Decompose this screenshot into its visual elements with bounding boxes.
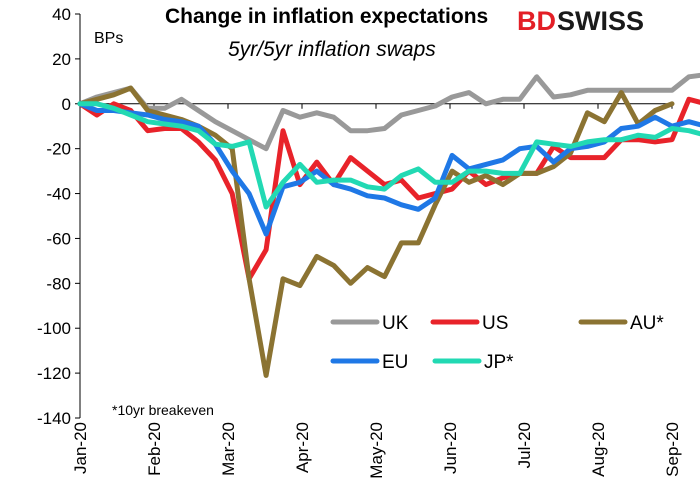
y-tick-label: 0 [62,95,71,114]
unit-label: BPs [94,30,123,47]
legend-label: US [482,313,508,334]
y-tick-label: -100 [37,319,71,338]
x-tick-label: Mar-20 [219,422,238,476]
x-tick-label: Feb-20 [145,422,164,476]
x-tick-label: Aug-20 [589,422,608,477]
x-tick-label: Jan-20 [71,422,90,474]
y-tick-label: -80 [46,274,71,293]
series-line-jp [77,101,700,210]
chart-subtitle: 5yr/5yr inflation swaps [228,38,436,61]
brand-logo: BD SWISS [517,6,644,36]
chart-title: Change in inflation expectations [165,5,488,28]
y-tick-label: 20 [52,50,71,69]
legend: UK US AU* EU JP* [330,313,664,373]
x-tick-label: Sep-20 [663,422,682,477]
series-layer [77,72,700,378]
legend-label: EU [382,352,408,373]
x-tick-label: May-20 [367,422,386,479]
legend-label: UK [382,313,409,334]
y-tick-label: -40 [46,185,71,204]
y-tick-label: -140 [37,409,71,428]
x-tick-label: Jul-20 [515,422,534,468]
legend-label: AU* [630,313,664,334]
legend-label: JP* [484,352,514,373]
series-line-uk [77,72,700,152]
y-tick-label: -20 [46,140,71,159]
y-tick-label: -120 [37,364,71,383]
footnote: *10yr breakeven [112,402,214,418]
logo-swiss-text: SWISS [557,6,644,36]
y-tick-label: 40 [52,5,71,24]
x-tick-label: Apr-20 [293,422,312,473]
x-tick-label: Jun-20 [441,422,460,474]
y-tick-label: -60 [46,229,71,248]
series-line-eu [77,101,700,237]
logo-bd-text: BD [517,6,556,36]
